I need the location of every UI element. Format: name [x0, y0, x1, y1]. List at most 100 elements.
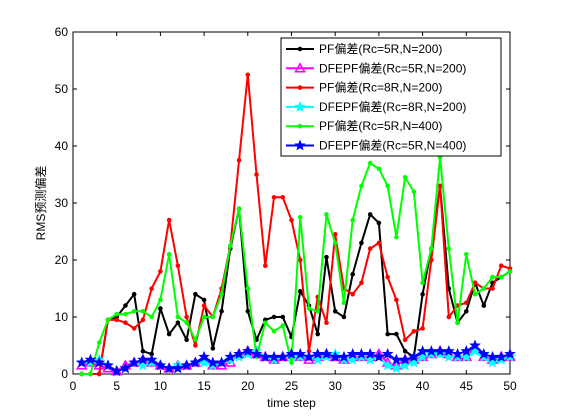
x-tick-label: 50 [503, 379, 517, 393]
data-point [420, 280, 425, 286]
data-point [262, 263, 268, 269]
data-point [443, 345, 455, 357]
data-point [236, 157, 242, 163]
data-point [250, 347, 263, 359]
data-point [128, 356, 140, 368]
data-point [175, 314, 181, 320]
legend-marker [294, 100, 306, 112]
data-point [364, 347, 376, 359]
x-tick-label: 40 [416, 379, 430, 393]
legend-item: PF偏差(Rc=5R,N=400) [286, 118, 442, 133]
data-point [507, 269, 513, 274]
data-point [402, 337, 408, 343]
data-point [303, 350, 315, 362]
series-layer [75, 72, 516, 377]
data-point [184, 337, 189, 343]
x-tick-label: 0 [70, 379, 77, 393]
data-point [446, 314, 452, 320]
data-point [114, 317, 119, 323]
data-point [498, 274, 504, 280]
legend-item: PF偏差(Rc=8R,N=200) [286, 80, 442, 95]
data-point [402, 348, 408, 354]
y-tick-label: 0 [61, 367, 68, 381]
data-point [411, 189, 417, 194]
data-point [79, 371, 85, 377]
data-point [158, 306, 163, 311]
data-point [184, 314, 189, 320]
data-point [245, 309, 251, 314]
data-point [75, 356, 88, 368]
data-point [233, 347, 245, 359]
data-point [460, 345, 473, 357]
data-point [332, 309, 338, 314]
data-point [276, 350, 289, 362]
data-point [324, 212, 329, 217]
data-point [158, 297, 163, 303]
data-point [123, 311, 128, 317]
x-axis-label: time step [267, 396, 316, 410]
data-point [498, 263, 504, 269]
data-point [464, 300, 469, 306]
data-point [359, 280, 364, 286]
data-point [149, 286, 154, 291]
data-point [280, 314, 286, 320]
data-point [289, 360, 294, 365]
data-point [84, 353, 97, 365]
data-point [193, 343, 198, 348]
data-point [455, 320, 460, 326]
data-point [228, 243, 233, 249]
legend-label: PF偏差(Rc=8R,N=200) [319, 80, 442, 95]
data-point [210, 314, 216, 320]
legend-item: DFEPF偏差(Rc=5R,N=200) [286, 60, 466, 75]
data-point [399, 359, 411, 371]
legend-marker [294, 139, 306, 151]
legend-item: DFEPF偏差(Rc=5R,N=400) [286, 138, 466, 153]
legend-item: DFEPF偏差(Rc=8R,N=200) [286, 99, 466, 114]
data-point [490, 274, 495, 280]
data-point [411, 328, 417, 334]
legend-label: DFEPF偏差(Rc=5R,N=200) [319, 60, 466, 75]
data-point [481, 303, 487, 308]
data-point [210, 346, 216, 351]
data-point [198, 350, 210, 362]
data-point [490, 286, 495, 291]
data-point [359, 183, 364, 189]
x-tick-label: 5 [113, 379, 120, 393]
data-point [271, 328, 277, 334]
data-point [184, 320, 189, 326]
y-tick-label: 10 [55, 310, 69, 324]
series-5 [79, 155, 513, 377]
data-point [145, 353, 158, 365]
data-point [193, 337, 198, 343]
data-point [346, 353, 359, 365]
data-point [131, 291, 137, 297]
data-point [110, 365, 123, 377]
data-point [137, 359, 149, 371]
x-tick-label: 10 [154, 379, 168, 393]
data-point [201, 314, 207, 320]
data-point [341, 314, 347, 320]
data-point [315, 309, 321, 314]
data-point [381, 347, 394, 359]
data-point [271, 314, 277, 320]
data-point [394, 234, 399, 240]
data-point [131, 309, 137, 314]
data-point [297, 214, 303, 220]
x-tick-label: 25 [285, 379, 299, 393]
data-point [373, 350, 385, 362]
legend: PF偏差(Rc=5R,N=200) DFEPF偏差(Rc=5R,N=200) PF偏… [280, 37, 502, 157]
data-point [201, 303, 207, 308]
y-tick-label: 20 [55, 253, 69, 267]
axis-ticks: 0 5 10 15 20 25 30 35 40 45 50 0 10 20 30 40 50 60 [55, 25, 517, 393]
data-point [280, 195, 286, 200]
data-point [408, 356, 420, 368]
data-point [119, 362, 132, 374]
y-tick-label: 60 [55, 25, 69, 39]
y-tick-label: 40 [55, 139, 69, 153]
data-point [350, 217, 355, 223]
data-point [96, 340, 102, 345]
data-point [224, 350, 237, 362]
x-tick-label: 35 [372, 379, 386, 393]
data-point [140, 317, 146, 323]
data-point [402, 175, 408, 180]
